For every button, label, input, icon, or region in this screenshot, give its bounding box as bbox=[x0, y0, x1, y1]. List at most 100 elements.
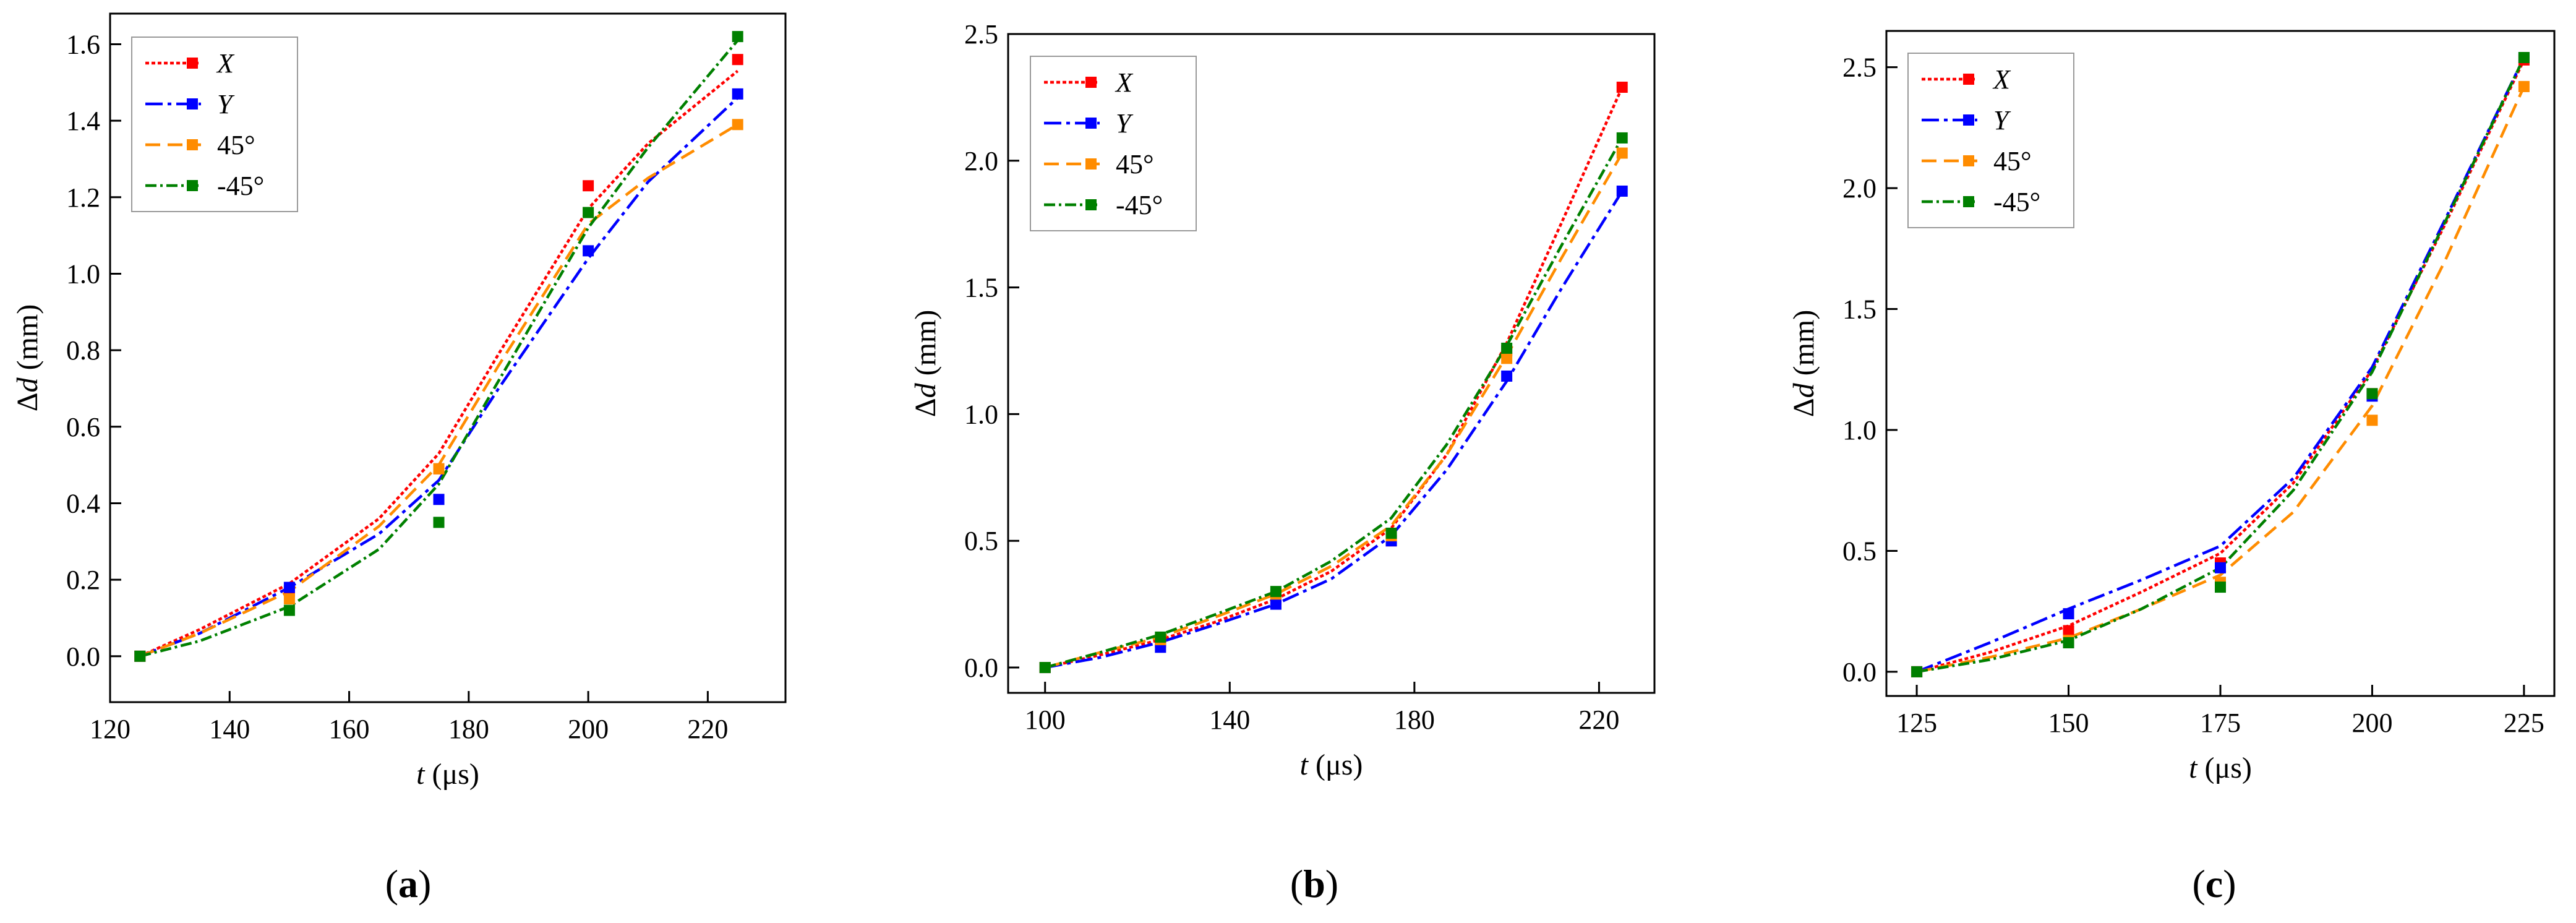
legend-label: X bbox=[1115, 67, 1134, 98]
y-axis-title: Δd (mm) bbox=[11, 304, 44, 412]
data-point bbox=[2366, 414, 2378, 426]
x-tick-label: 180 bbox=[448, 714, 489, 744]
panel-caption-open: ( bbox=[385, 862, 398, 906]
data-point bbox=[2215, 582, 2226, 593]
legend-marker bbox=[1085, 158, 1097, 170]
series-line-3 bbox=[139, 39, 739, 658]
data-point bbox=[1270, 586, 1282, 598]
legend-marker bbox=[187, 58, 198, 69]
panel-caption-letter: a bbox=[398, 862, 418, 906]
x-tick-label: 200 bbox=[2351, 708, 2392, 738]
legend-label: -45° bbox=[1993, 187, 2040, 217]
panel-caption-open: ( bbox=[1290, 862, 1303, 906]
y-tick-label: 0.6 bbox=[66, 412, 100, 442]
data-point bbox=[1270, 598, 1282, 610]
legend-marker bbox=[1963, 196, 1974, 207]
x-tick-label: 220 bbox=[687, 714, 728, 744]
plot-frame bbox=[109, 12, 787, 703]
x-tick-label: 225 bbox=[2504, 708, 2544, 738]
data-point bbox=[2063, 637, 2074, 648]
legend-label: -45° bbox=[1116, 190, 1163, 220]
data-point bbox=[283, 593, 295, 605]
y-tick-label: 1.4 bbox=[66, 106, 100, 136]
x-axis-var: t bbox=[416, 758, 426, 791]
data-point bbox=[1501, 353, 1513, 364]
panel-caption-close: ) bbox=[1325, 862, 1338, 906]
data-point bbox=[134, 650, 146, 662]
y-axis-var: d bbox=[11, 377, 44, 392]
data-point bbox=[732, 88, 743, 100]
y-tick-label: 0.0 bbox=[964, 653, 998, 683]
legend: XY 45° -45° bbox=[1907, 53, 2074, 228]
data-point bbox=[1039, 662, 1051, 674]
x-axis-title: t (μs) bbox=[416, 758, 479, 791]
series-line-1 bbox=[1916, 57, 2525, 673]
y-tick-label: 0.5 bbox=[1842, 536, 1876, 566]
data-point bbox=[2063, 608, 2074, 620]
y-tick-label: 0.2 bbox=[66, 565, 100, 595]
data-point bbox=[1616, 82, 1628, 93]
legend-box bbox=[131, 36, 298, 212]
legend-box bbox=[1907, 53, 2074, 228]
legend-label: -45° bbox=[217, 171, 264, 201]
legend-label: X bbox=[216, 48, 235, 79]
x-axis-unit: (μs) bbox=[424, 758, 479, 791]
y-axis-title: Δd (mm) bbox=[909, 310, 942, 418]
data-point bbox=[583, 207, 594, 218]
legend-label: Y bbox=[1116, 108, 1134, 139]
y-axis-var: d bbox=[909, 382, 942, 398]
series-line-0 bbox=[1045, 87, 1624, 669]
x-axis-var: t bbox=[2189, 752, 2198, 784]
data-point bbox=[1911, 666, 1923, 677]
y-tick-label: 2.5 bbox=[964, 19, 998, 49]
plot-frame bbox=[1007, 33, 1656, 694]
y-axis-var: d bbox=[1787, 382, 1820, 398]
panel-caption-letter: c bbox=[2206, 862, 2223, 906]
x-tick-label: 150 bbox=[2048, 708, 2089, 738]
legend-label: 45° bbox=[1116, 149, 1154, 179]
legend-label: Y bbox=[1993, 105, 2011, 135]
data-point bbox=[2366, 388, 2378, 400]
legend-marker bbox=[1085, 199, 1097, 210]
y-axis-symbol: Δ bbox=[1787, 398, 1820, 417]
series-line-2 bbox=[1045, 152, 1624, 669]
data-point bbox=[433, 517, 445, 528]
y-axis-symbol: Δ bbox=[909, 398, 942, 417]
x-tick-label: 125 bbox=[1896, 708, 1937, 738]
y-tick-label: 2.0 bbox=[964, 146, 998, 176]
x-tick-label: 175 bbox=[2200, 708, 2241, 738]
chart-panel-b: 100 140 180 220 0.0 0.5 1.0 1.5 2.0 2.5 t (μs) Δd (… bbox=[909, 19, 1656, 906]
series-line-2 bbox=[1916, 85, 2525, 674]
y-tick-label: 0.0 bbox=[1842, 657, 1876, 687]
data-point bbox=[433, 494, 445, 505]
data-point bbox=[583, 180, 594, 192]
y-tick-label: 2.5 bbox=[1842, 53, 1876, 83]
chart-panel-a: 120 140 160 180 200 220 0.0 0.2 0.4 0.6 0.8 1.0 1.2 1… bbox=[11, 12, 787, 906]
panel-caption: (c) bbox=[2192, 862, 2236, 906]
data-point bbox=[1616, 132, 1628, 144]
y-tick-label: 2.0 bbox=[1842, 173, 1876, 204]
data-point bbox=[2518, 52, 2530, 63]
legend-box bbox=[1030, 56, 1197, 231]
chart-panel-c: 125 150 175 200 225 0.0 0.5 1.0 1.5 2.0 2.5 t (μs) Δ… bbox=[1787, 30, 2556, 906]
y-tick-label: 1.6 bbox=[66, 29, 100, 59]
data-point bbox=[283, 604, 295, 616]
panel-caption-open: ( bbox=[2192, 862, 2205, 906]
y-tick-label: 1.5 bbox=[964, 273, 998, 303]
data-point bbox=[1501, 370, 1513, 382]
panel-caption-letter: b bbox=[1303, 862, 1325, 906]
panel-caption-close: ) bbox=[2223, 862, 2236, 906]
data-point bbox=[1616, 185, 1628, 197]
y-axis-title: Δd (mm) bbox=[1787, 310, 1820, 418]
x-tick-label: 100 bbox=[1025, 705, 1066, 735]
y-tick-label: 1.0 bbox=[964, 399, 998, 429]
data-point bbox=[1501, 342, 1513, 354]
legend-marker bbox=[187, 180, 198, 191]
x-axis-var: t bbox=[1300, 749, 1309, 781]
series-line-0 bbox=[139, 69, 739, 658]
data-point bbox=[2518, 80, 2530, 92]
y-axis-unit: (mm) bbox=[1787, 310, 1820, 384]
series-line-1 bbox=[1045, 190, 1624, 669]
data-point bbox=[1385, 527, 1397, 539]
y-tick-label: 1.2 bbox=[66, 182, 100, 213]
